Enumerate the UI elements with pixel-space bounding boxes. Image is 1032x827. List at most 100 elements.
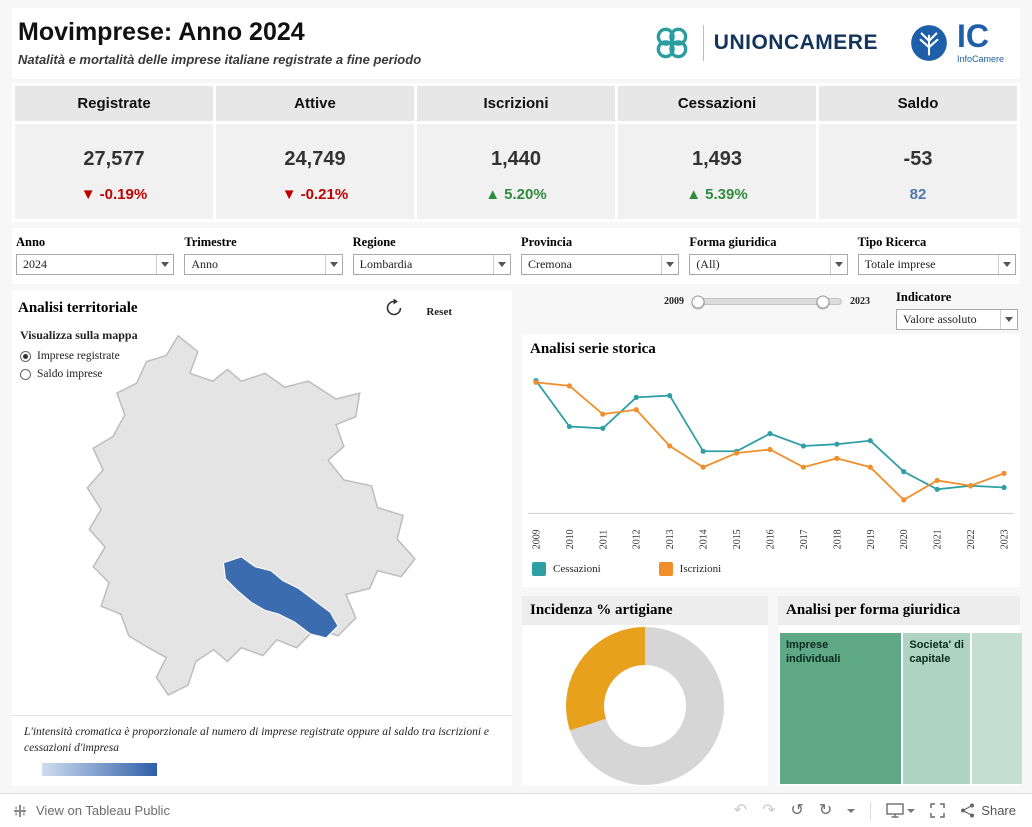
kpi-card-iscrizioni: 1,440 ▲ 5.20% (417, 124, 615, 219)
fullscreen-icon[interactable] (930, 803, 946, 818)
kpi-section: Registrate Attive Iscrizioni Cessazioni … (12, 83, 1020, 222)
territorial-title: Analisi territoriale (18, 299, 138, 316)
forma-giuridica-dropdown[interactable]: (All) (689, 254, 848, 275)
delta-up-icon: ▲ (686, 186, 702, 203)
kpi-card-attive: 24,749 ▼ -0.21% (216, 124, 414, 219)
filter-regione: Regione Lombardia (352, 235, 511, 275)
toolbar-divider (870, 801, 872, 820)
radio-saldo-imprese[interactable]: Saldo imprese (20, 368, 138, 380)
svg-text:2021: 2021 (933, 529, 944, 549)
header: Movimprese: Anno 2024 Natalità e mortali… (12, 8, 1020, 79)
kpi-value: 27,577 (83, 148, 145, 170)
kpi-delta: ▲ 5.20% (485, 186, 547, 203)
filter-anno: Anno 2024 (16, 235, 175, 275)
reset-group: Reset (384, 298, 500, 318)
donut-wrap (522, 625, 768, 786)
artigiane-panel: Incidenza % artigiane (522, 596, 768, 786)
slider-min-label: 2009 (664, 296, 684, 307)
radio-selected-icon (20, 350, 31, 362)
logos: UNIONCAMERE IC InfoCamere (651, 18, 1008, 64)
slider-handle-right[interactable] (816, 295, 830, 308)
svg-text:2017: 2017 (799, 529, 810, 549)
svg-text:2018: 2018 (832, 529, 843, 549)
filter-forma-giuridica: Forma giuridica (All) (689, 235, 848, 275)
svg-text:2011: 2011 (598, 530, 609, 550)
cremona-province[interactable] (222, 556, 339, 639)
year-range-slider: 2009 2023 (664, 295, 870, 308)
series-panel: Analisi serie storica 2009 2010 2011 2012 20… (522, 334, 1020, 588)
treemap-block-other[interactable] (972, 633, 1022, 784)
bottom-charts-row: Incidenza % artigiane Analisi per forma … (522, 596, 1022, 786)
reset-view-icon[interactable]: ↺ (790, 801, 804, 819)
filter-trimestre: Trimestre Anno (184, 235, 343, 275)
filter-tipo-ricerca: Tipo Ricerca Totale imprese (857, 235, 1016, 275)
slider-max-label: 2023 (850, 296, 870, 307)
toolbar-actions: ↶ ↷ ↺ ↻ Share (733, 801, 1016, 820)
chevron-down-icon (829, 255, 847, 274)
share-button[interactable]: Share (960, 803, 1016, 818)
undo-icon[interactable]: ↶ (733, 801, 748, 819)
indicatore-dropdown[interactable]: Valore assoluto (896, 309, 1018, 330)
svg-text:2010: 2010 (565, 529, 576, 549)
slider-handle-left[interactable] (691, 295, 705, 308)
treemap: Imprese individuali Societa' di capitale (780, 633, 1022, 784)
chevron-down-icon (1000, 310, 1017, 329)
redo-icon[interactable]: ↷ (762, 801, 776, 819)
cessazioni-swatch (532, 562, 546, 577)
kpi-header-iscrizioni: Iscrizioni (417, 86, 615, 121)
map-area: Visualizza sulla mappa Imprese registrat… (12, 322, 512, 715)
logo-divider (702, 25, 704, 61)
trimestre-dropdown[interactable]: Anno (184, 254, 343, 275)
kpi-value: -53 (903, 148, 933, 170)
artigiane-title: Incidenza % artigiane (530, 602, 673, 619)
filters-section: Anno 2024 Trimestre Anno Regione Lombard… (12, 228, 1020, 284)
map-footnote-area: L'intensità cromatica è proporzionale al… (12, 714, 512, 786)
refresh-data-icon[interactable]: ↻ (818, 801, 833, 819)
iscrizioni-swatch (658, 562, 673, 577)
radio-imprese-registrate[interactable]: Imprese registrate (20, 350, 138, 362)
lombardia-region[interactable] (86, 334, 416, 697)
page-title: Movimprese: Anno 2024 (18, 18, 305, 46)
svg-text:2019: 2019 (866, 529, 877, 549)
provincia-dropdown[interactable]: Cremona (520, 254, 680, 275)
svg-text:2014: 2014 (699, 529, 710, 549)
delta-down-icon: ▼ (80, 186, 96, 203)
treemap-block-societa-di-capitale[interactable]: Societa' di capitale (903, 633, 970, 784)
chevron-down-icon (156, 255, 173, 274)
treemap-block-imprese-individuali[interactable]: Imprese individuali (780, 633, 902, 784)
device-layout-button[interactable] (886, 803, 916, 818)
kpi-delta: ▼ -0.21% (281, 186, 349, 203)
tipo-ricerca-dropdown[interactable]: Totale imprese (857, 254, 1016, 275)
lombardia-map[interactable] (12, 322, 512, 715)
kpi-delta: ▼ -0.19% (80, 186, 148, 203)
view-on-tableau-link[interactable]: View on Tableau Public (12, 803, 170, 819)
kpi-values-row: 27,577 ▼ -0.19% 24,749 ▼ -0.21% 1,440 ▲ 5.2… (15, 124, 1017, 219)
kpi-header-cessazioni: Cessazioni (618, 86, 816, 121)
share-icon (961, 803, 975, 818)
kpi-card-cessazioni: 1,493 ▲ 5.39% (618, 124, 816, 219)
donut-chart[interactable] (566, 626, 724, 785)
chevron-down-icon[interactable] (847, 808, 856, 813)
map-display-control: Visualizza sulla mappa Imprese registrat… (20, 328, 138, 386)
chevron-down-icon (492, 255, 510, 274)
series-title: Analisi serie storica (530, 341, 656, 357)
delta-up-icon: ▲ (485, 186, 501, 203)
tableau-toolbar: View on Tableau Public ↶ ↷ ↺ ↻ Share (0, 793, 1032, 827)
legend-cessazioni[interactable]: Cessazioni (532, 562, 601, 577)
infocamere-tree-icon (911, 25, 947, 61)
series-chart[interactable]: 2009 2010 2011 2012 2013 2014 2015 2016 2017 2018… (522, 360, 1020, 559)
indicatore-label: Indicatore (896, 290, 952, 304)
color-intensity-legend (42, 763, 157, 776)
legend-iscrizioni[interactable]: Iscrizioni (658, 562, 721, 577)
slider-track[interactable] (691, 295, 842, 308)
reset-button[interactable]: Reset (426, 306, 452, 318)
territorial-title-row: Analisi territoriale Reset (12, 290, 512, 322)
chevron-down-icon (997, 255, 1015, 274)
anno-dropdown[interactable]: 2024 (16, 254, 175, 275)
regione-dropdown[interactable]: Lombardia (352, 254, 511, 275)
chevron-down-icon (661, 255, 678, 274)
refresh-icon[interactable] (384, 298, 404, 318)
main-content: Analisi territoriale Reset Visualizza su… (12, 290, 1022, 786)
slider-indicator-row: 2009 2023 Indicatore Valore assoluto (522, 290, 1020, 334)
kpi-delta: ▲ 5.39% (686, 186, 748, 203)
